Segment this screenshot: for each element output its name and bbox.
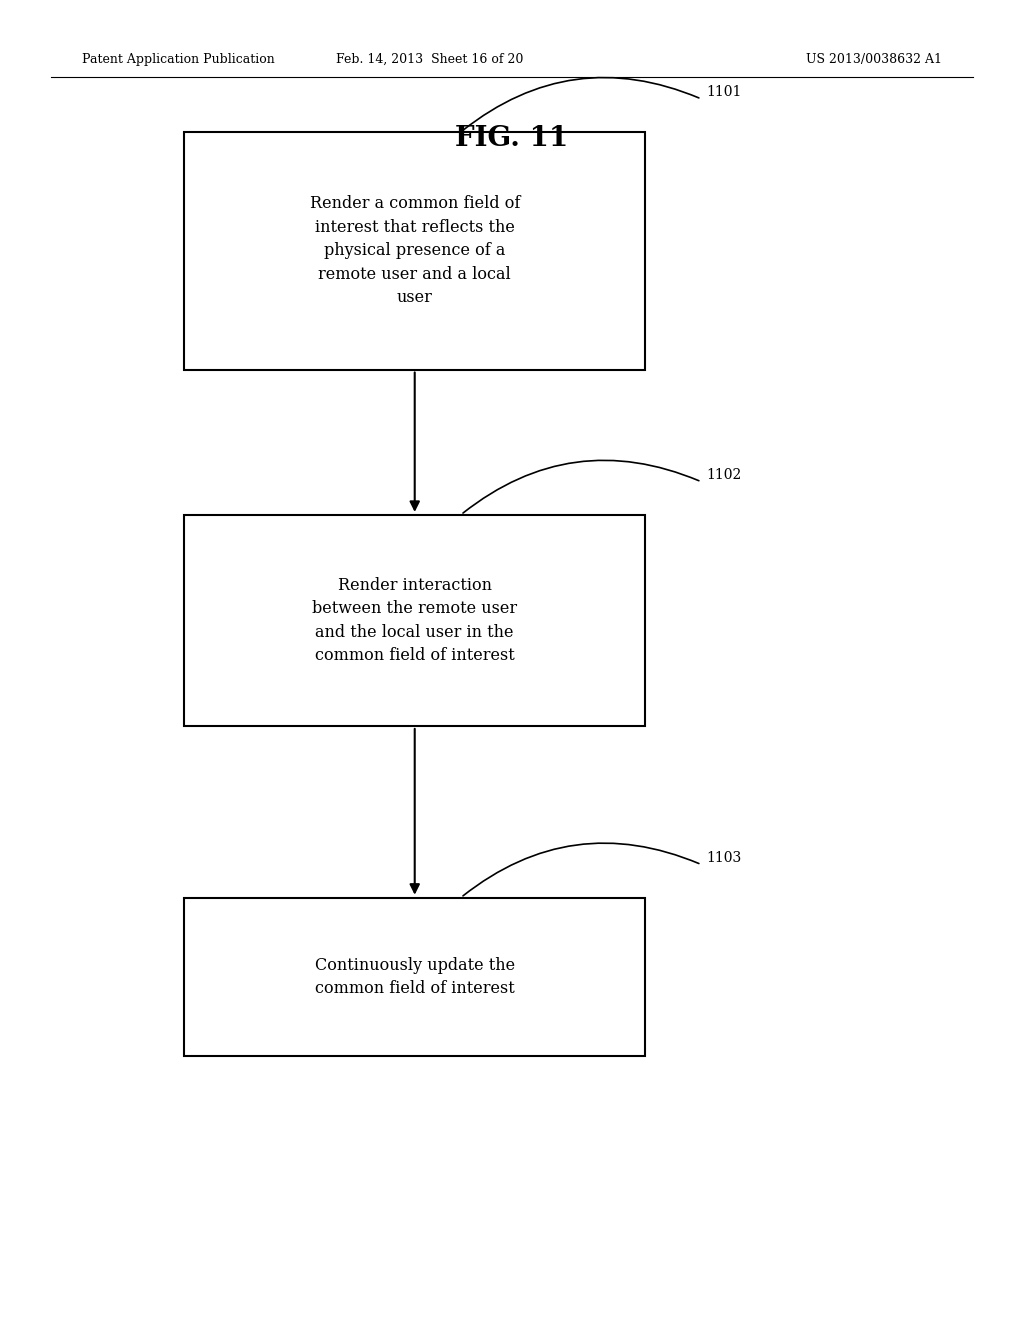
FancyBboxPatch shape [184,132,645,370]
Text: FIG. 11: FIG. 11 [456,125,568,152]
Text: US 2013/0038632 A1: US 2013/0038632 A1 [806,53,942,66]
FancyBboxPatch shape [184,898,645,1056]
Text: 1102: 1102 [707,467,741,482]
Text: 1103: 1103 [707,850,741,865]
Text: Continuously update the
common field of interest: Continuously update the common field of … [314,957,515,997]
FancyBboxPatch shape [184,515,645,726]
Text: Render interaction
between the remote user
and the local user in the
common fiel: Render interaction between the remote us… [312,577,517,664]
Text: Patent Application Publication: Patent Application Publication [82,53,274,66]
Text: Render a common field of
interest that reflects the
physical presence of a
remot: Render a common field of interest that r… [309,195,520,306]
Text: 1101: 1101 [707,84,742,99]
Text: Feb. 14, 2013  Sheet 16 of 20: Feb. 14, 2013 Sheet 16 of 20 [337,53,523,66]
